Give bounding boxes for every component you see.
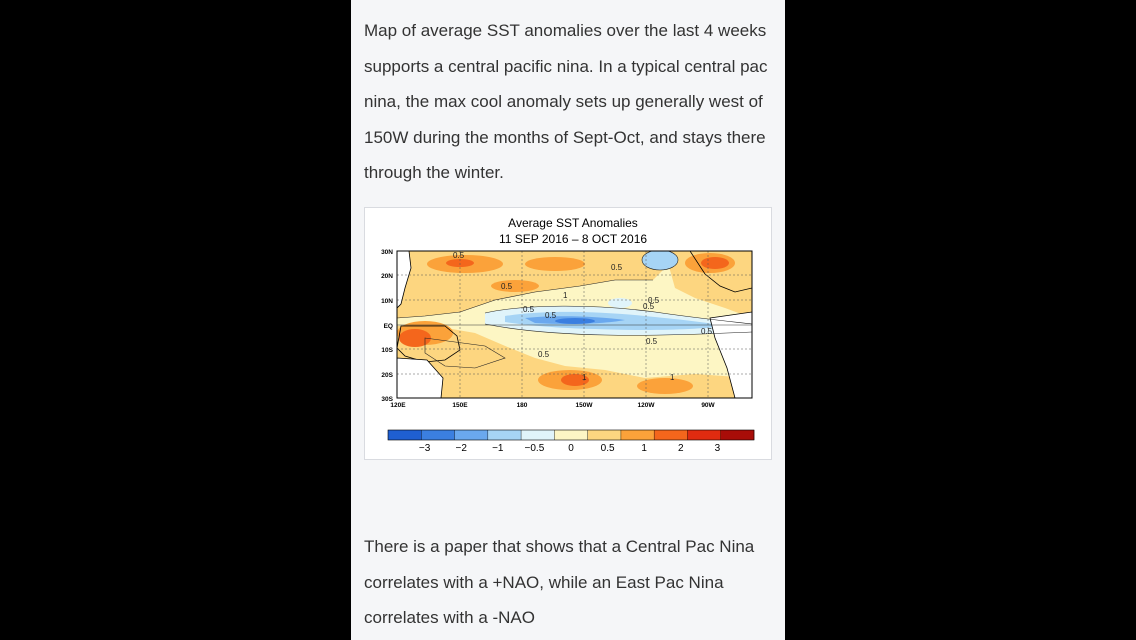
lat-label: 20N [381,273,393,280]
sst-anomaly-map-figure: Average SST Anomalies 11 SEP 2016 – 8 OC… [381,216,755,454]
figure-title: Average SST Anomalies [508,216,638,230]
land-central-america [689,251,752,293]
colorbar-swatch [521,430,555,440]
cool-max [555,318,595,324]
lat-label: 10N [381,298,393,305]
colorbar-tick: 1 [641,443,647,454]
colorbar-swatch [687,430,722,440]
sst-figure-card: Average SST Anomalies 11 SEP 2016 – 8 OC… [364,207,772,460]
cool-blob-2 [608,298,632,308]
warm-patch-7 [491,280,539,292]
colorbar [387,429,755,441]
colorbar-tick: −1 [492,443,504,454]
colorbar-swatch [388,430,422,440]
contour-label: 0.5 [701,327,713,336]
contour-label: 1 [563,291,568,300]
colorbar-swatch [454,430,489,440]
colorbar-swatch [620,430,655,440]
figure-subtitle: 11 SEP 2016 – 8 OCT 2016 [499,232,647,246]
warm-patch-2 [525,257,585,271]
contour-label: 0.5 [646,337,658,346]
colorbar-tick: −3 [419,443,431,454]
colorbar-tick: 3 [715,443,721,454]
colorbar-swatch [487,430,522,440]
land-new-guinea [397,325,461,363]
lat-label: 30S [381,396,393,403]
contour-label: 0.5 [453,251,465,260]
lon-label: 150W [576,402,594,409]
lat-label: 20S [381,372,393,379]
hot-patch-1 [399,329,431,347]
hot-patch-2 [701,257,729,269]
contour-label: 0.5 [523,305,535,314]
longitude-axis: 120E 150E 180 150W 120W 90W [390,402,715,409]
contour-lines [397,251,752,369]
post-paragraph-1: Map of average SST anomalies over the la… [364,21,768,182]
colorbar-swatch [587,430,622,440]
lat-label: 10S [381,347,393,354]
latitude-axis: 30N 20N 10N EQ 10S 20S 30S [381,249,394,403]
colorbar-tick-labels: −3 −2 −1 −0.5 0 0.5 1 2 3 [419,443,721,454]
lon-label: 120E [390,402,406,409]
hot-patch-3 [561,374,589,386]
contour-label: 0.5 [648,296,660,305]
warm-patch-6 [637,378,693,394]
contour-label: 0.5 [501,282,513,291]
colorbar-tick: −2 [455,443,467,454]
colorbar-swatch [720,430,755,440]
map-grid [397,251,752,398]
colorbar-tick: 2 [678,443,684,454]
cool-blob-north [642,251,678,270]
colorbar-swatch [654,430,688,440]
colorbar-tick: 0.5 [601,443,615,454]
contour-label: 0.5 [538,350,550,359]
contour-label: 0.5 [545,311,557,320]
lon-label: 120W [638,402,656,409]
contour-label: 1 [582,373,587,382]
colorbar-tick: −0.5 [525,443,545,454]
lat-label: 30N [381,249,393,256]
lon-label: 150E [452,402,468,409]
colorbar-frame [387,429,755,441]
map-frame [396,250,753,399]
sst-map: 0.5 0.5 0.5 0.5 0.5 0.5 0.5 0.5 0.5 0.5 … [397,251,752,398]
contour-label: 0.5 [643,302,655,311]
colorbar-swatch [554,430,588,440]
post-column: Map of average SST anomalies over the la… [351,0,785,640]
land-australia [397,357,444,398]
land-asia [397,251,412,309]
post-paragraph-2: There is a paper that shows that a Centr… [364,537,755,627]
contour-label-group: 0.5 0.5 0.5 0.5 0.5 0.5 0.5 0.5 0.5 0.5 … [453,251,713,382]
contour-label: 0.5 [611,263,623,272]
colorbar-swatch [421,430,455,440]
lat-label: EQ [384,323,393,330]
lon-label: 180 [517,402,528,409]
contour-label: 1 [670,373,675,382]
lon-label: 90W [701,402,715,409]
warm-region-sw [425,338,505,368]
colorbar-tick: 0 [568,443,574,454]
